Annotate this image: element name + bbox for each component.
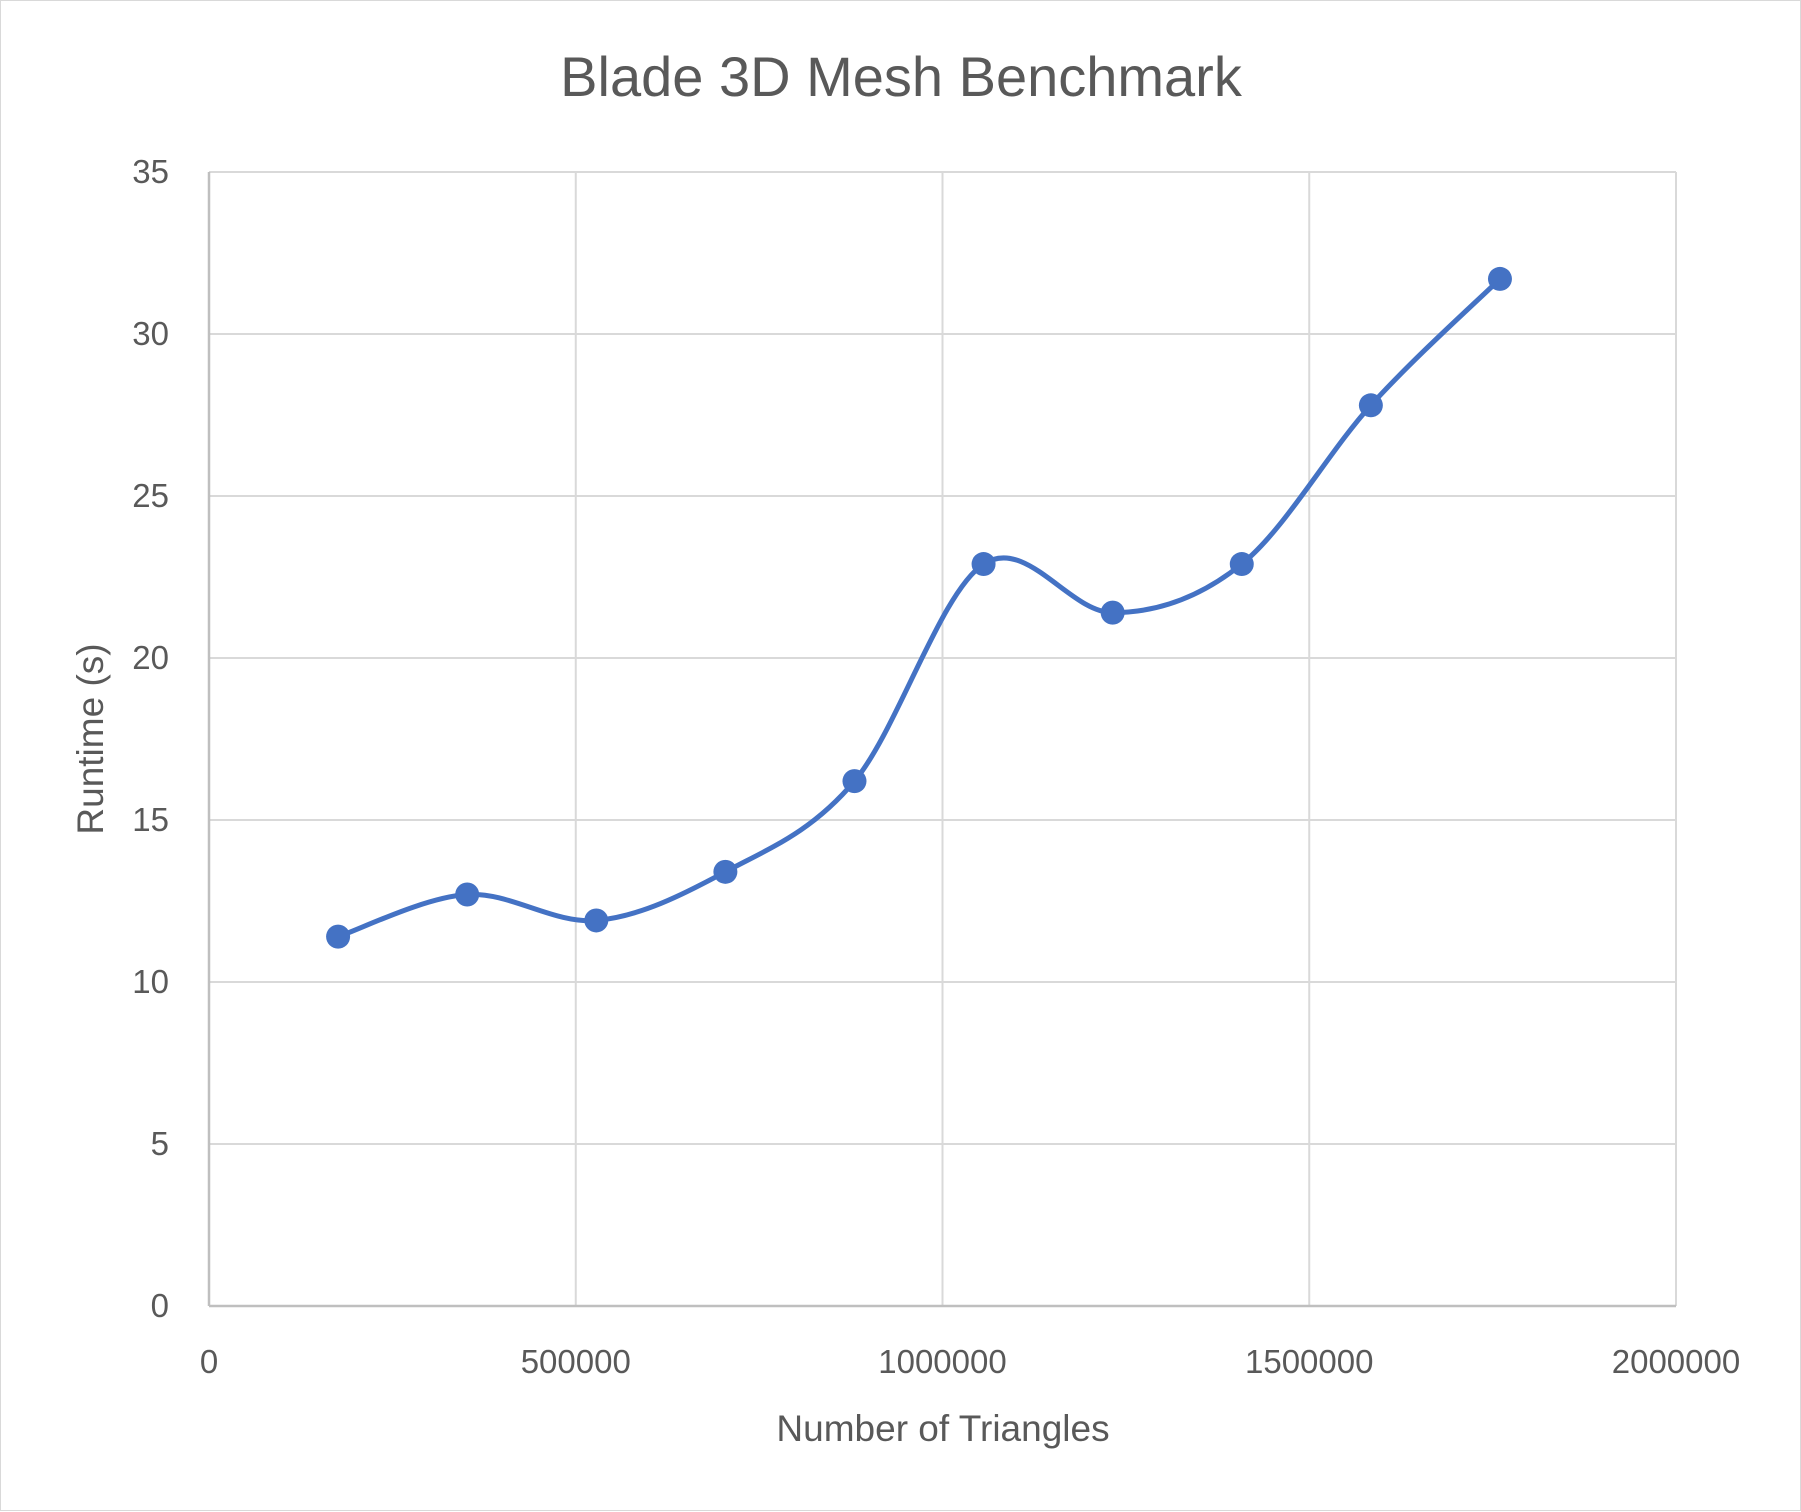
y-tick-label: 35 (132, 153, 169, 190)
data-point (1487, 266, 1512, 291)
x-tick-label: 2000000 (1612, 1343, 1740, 1380)
x-axis-title: Number of Triangles (776, 1408, 1109, 1449)
gridlines (209, 171, 1677, 1306)
x-tick-label: 0 (200, 1343, 218, 1380)
x-tick-label: 1000000 (878, 1343, 1006, 1380)
y-tick-label: 0 (151, 1287, 169, 1324)
data-series (326, 266, 1512, 949)
data-point (326, 924, 351, 949)
x-tick-label: 500000 (521, 1343, 631, 1380)
data-point (584, 908, 609, 933)
data-point (971, 552, 996, 577)
y-tick-label: 5 (151, 1125, 169, 1162)
data-point (1229, 552, 1254, 577)
data-point (1100, 600, 1125, 625)
y-tick-label: 20 (132, 639, 169, 676)
axes (207, 172, 1676, 1308)
data-point (1358, 393, 1383, 418)
y-tick-label: 25 (132, 477, 169, 514)
y-axis-title: Runtime (s) (70, 643, 111, 834)
x-tick-label: 1500000 (1245, 1343, 1373, 1380)
series-line (335, 276, 1503, 940)
data-point (842, 769, 867, 794)
y-tick-label: 10 (132, 963, 169, 1000)
y-tick-label: 30 (132, 315, 169, 352)
data-point (455, 882, 480, 907)
chart-title: Blade 3D Mesh Benchmark (560, 45, 1243, 108)
y-tick-label: 15 (132, 801, 169, 838)
data-point (713, 859, 738, 884)
tick-labels: 0 5 10 15 20 25 30 35 0 500000 1000000 1500000 20000… (132, 153, 1740, 1380)
